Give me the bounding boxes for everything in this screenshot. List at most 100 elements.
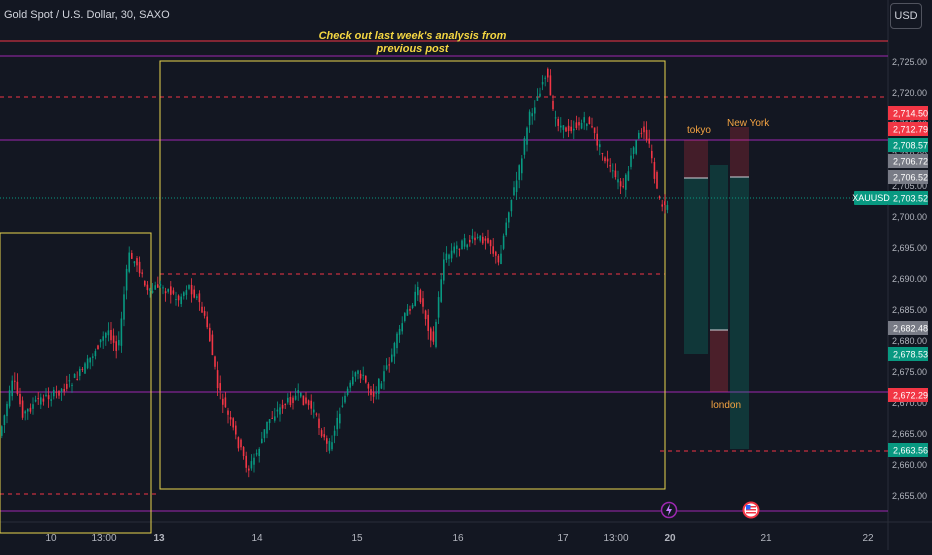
candle-body — [487, 238, 489, 243]
candle-body — [339, 413, 341, 424]
candle-body — [523, 138, 526, 155]
candle-body — [463, 238, 466, 247]
candle-body — [593, 127, 596, 134]
range-box-current[interactable] — [159, 60, 666, 490]
candle-body — [107, 330, 110, 336]
candle-body — [625, 174, 627, 190]
candle-body — [287, 397, 289, 403]
price-label-text: 2,706.52 — [893, 173, 928, 183]
candle-body — [456, 245, 458, 249]
candle-body — [630, 155, 632, 167]
candle-body — [445, 253, 448, 261]
time-tick-label: 13:00 — [603, 533, 628, 544]
candle-body — [508, 212, 510, 223]
candle-body — [92, 356, 94, 358]
candle-body — [115, 341, 117, 351]
candle-body — [131, 253, 133, 259]
tokyo-session-box-bottom[interactable] — [684, 178, 708, 354]
price-label-tag — [888, 347, 928, 361]
candle-body — [198, 293, 201, 303]
candle-body — [544, 77, 546, 79]
candle-body — [586, 123, 588, 127]
price-label-tag — [888, 106, 928, 120]
candle-body — [68, 380, 71, 382]
candle-body — [471, 235, 474, 239]
time-tick-label: 13 — [153, 533, 165, 544]
analysis-note[interactable]: Check out last week's analysis from prev… — [300, 30, 525, 56]
price-label-tag — [888, 191, 928, 205]
time-axis[interactable]: 10 13:00 13 14 15 16 17 13:00 20 21 22 — [45, 533, 874, 544]
candle-body — [482, 236, 484, 244]
us-flag-icon[interactable] — [742, 501, 760, 519]
candle-body — [326, 438, 328, 444]
candle-body — [105, 332, 107, 338]
candle-body — [591, 126, 593, 128]
candle-body — [424, 310, 427, 320]
candle-body — [27, 408, 29, 412]
candle-body — [149, 288, 151, 291]
candle-body — [177, 295, 180, 301]
symbol-title[interactable]: Gold Spot / U.S. Dollar, 30, SAXO — [4, 9, 170, 21]
london-session-box-bottom[interactable] — [710, 330, 728, 392]
price-label-text: 2,672.29 — [893, 391, 928, 401]
candle-body — [419, 290, 422, 303]
candle-body — [120, 318, 123, 346]
candle-body — [133, 261, 136, 264]
candle-body — [144, 280, 146, 286]
candle-body — [219, 383, 221, 391]
candle-body — [175, 298, 177, 300]
candle-body — [193, 289, 195, 298]
candle-body — [63, 388, 65, 392]
candle-body — [492, 246, 494, 254]
candle-body — [466, 244, 468, 248]
candlestick-series — [1, 67, 669, 478]
price-tick-label: 2,680.00 — [892, 336, 927, 346]
candle-body — [102, 336, 104, 341]
candle-body — [336, 417, 338, 430]
newyork-session-box-top[interactable] — [730, 127, 749, 177]
candle-body — [359, 373, 362, 379]
candle-body — [604, 157, 606, 162]
candle-body — [401, 323, 403, 332]
price-label-tag — [888, 170, 928, 184]
candle-body — [71, 384, 73, 386]
price-label-tag — [888, 388, 928, 402]
candle-body — [664, 201, 666, 206]
candle-body — [666, 205, 669, 210]
candle-body — [203, 311, 206, 316]
candle-body — [661, 204, 663, 207]
newyork-session-box-bottom[interactable] — [730, 177, 749, 449]
time-tick-label: 16 — [452, 533, 464, 544]
london-session-box-top[interactable] — [710, 165, 728, 330]
candle-body — [404, 313, 406, 321]
time-tick-label: 20 — [664, 533, 676, 544]
candle-body — [141, 272, 143, 274]
candle-body — [539, 93, 541, 97]
candle-body — [281, 404, 284, 409]
candle-body — [154, 285, 156, 290]
candle-body — [570, 126, 572, 132]
candle-body — [651, 150, 653, 159]
candle-body — [274, 416, 276, 421]
candle-body — [81, 369, 84, 371]
range-box-previous[interactable] — [0, 232, 152, 534]
candle-body — [513, 187, 515, 196]
currency-button[interactable]: USD — [890, 3, 922, 29]
candle-body — [344, 395, 346, 403]
candle-body — [146, 284, 149, 291]
candle-body — [450, 250, 453, 259]
candle-body — [612, 170, 614, 172]
candle-body — [53, 389, 55, 397]
candle-body — [307, 400, 310, 406]
candle-body — [58, 390, 60, 396]
candle-body — [323, 434, 325, 438]
candle-body — [362, 374, 364, 376]
lightning-icon[interactable] — [660, 501, 678, 519]
candle-body — [47, 395, 50, 400]
tokyo-session-box-top[interactable] — [684, 140, 708, 178]
candle-body — [266, 421, 268, 434]
candle-body — [21, 400, 24, 418]
newyork-label: New York — [727, 118, 770, 129]
candle-body — [271, 417, 273, 419]
